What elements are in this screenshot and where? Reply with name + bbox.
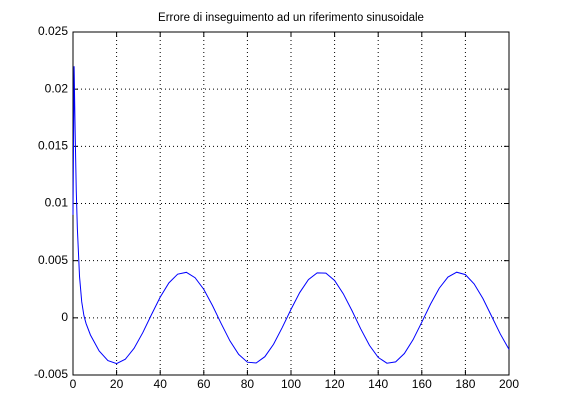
y-tick-label: -0.005 — [34, 367, 68, 381]
y-tick-label: 0.02 — [45, 81, 69, 95]
y-tick-label: 0.005 — [38, 253, 68, 267]
x-tick-label: 20 — [110, 377, 124, 391]
x-tick-label: 40 — [154, 377, 168, 391]
data-line — [72, 66, 510, 365]
y-tick-label: 0.015 — [38, 139, 68, 153]
x-tick-label: 0 — [70, 377, 77, 391]
x-tick-label: 60 — [197, 377, 211, 391]
y-tick-label: 0 — [61, 310, 68, 324]
x-tick-label: 180 — [455, 377, 475, 391]
x-tick-label: 140 — [368, 377, 388, 391]
chart-title: Errore di inseguimento ad un riferimento… — [158, 12, 424, 24]
y-tick-label: 0.01 — [45, 196, 69, 210]
x-tick-label: 160 — [412, 377, 432, 391]
x-tick-label: 80 — [241, 377, 255, 391]
x-tick-label: 120 — [325, 377, 345, 391]
x-tick-label: 200 — [499, 377, 519, 391]
y-tick-label: 0.025 — [38, 24, 68, 38]
x-tick-label: 100 — [281, 377, 301, 391]
